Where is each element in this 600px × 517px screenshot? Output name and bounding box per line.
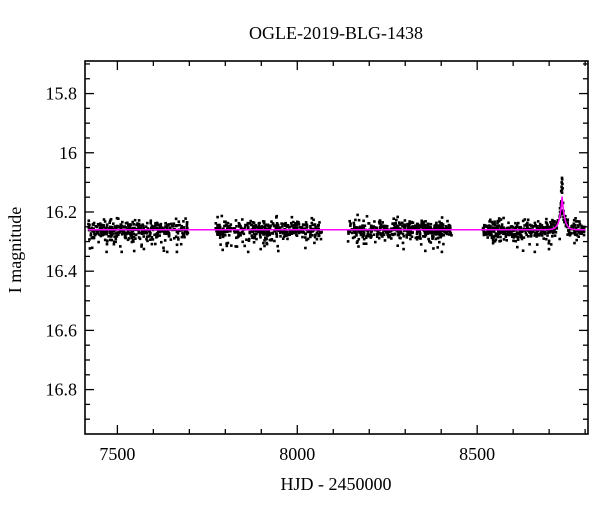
y-tick-label: 16.2 xyxy=(46,202,78,222)
x-tick-label: 8500 xyxy=(459,444,495,464)
y-tick-label: 16.8 xyxy=(46,380,78,400)
y-tick-label: 16 xyxy=(59,143,77,163)
x-tick-label: 7500 xyxy=(99,444,135,464)
tick-labels: 15.8 16 16.2 16.4 16.6 16.8 7500 8000 8500 xyxy=(46,84,496,464)
x-tick-label: 8000 xyxy=(279,444,315,464)
plot-generated-layer: 15.8 16 16.2 16.4 16.6 16.8 7500 8000 8500 xyxy=(46,60,589,464)
plot-title: OGLE-2019-BLG-1438 xyxy=(249,23,423,43)
y-tick-label: 16.4 xyxy=(46,261,78,281)
y-tick-label: 15.8 xyxy=(46,84,78,104)
x-axis-label: HJD - 2450000 xyxy=(281,474,392,494)
data-points xyxy=(87,176,586,254)
axis-ticks xyxy=(85,61,588,434)
y-axis-label: I magnitude xyxy=(5,207,25,293)
y-tick-label: 16.6 xyxy=(46,320,78,340)
plot-frame xyxy=(84,60,589,435)
model-curve xyxy=(88,196,586,231)
